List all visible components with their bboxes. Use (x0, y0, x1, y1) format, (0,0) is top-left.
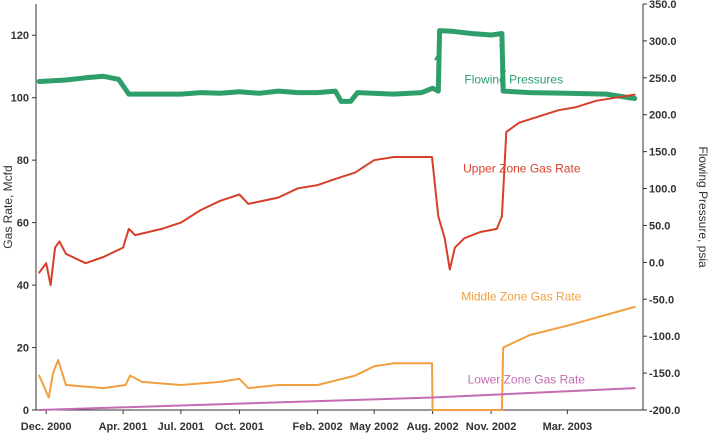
lower-zone-gas-rate-line (38, 387, 636, 411)
right-tick-label: 300.0 (649, 36, 677, 48)
x-tick-label: Apr. 2001 (99, 421, 148, 433)
middle-zone-gas-rate-label: Middle Zone Gas Rate (461, 290, 581, 304)
right-tick-label: 0.0 (649, 257, 664, 269)
flowing-pressures-line (36, 28, 638, 104)
pressure-marker (434, 54, 441, 61)
right-tick-label: 250.0 (649, 73, 677, 85)
left-tick-label: 0 (23, 405, 29, 417)
plot-frame (35, 4, 644, 411)
upper-zone-gas-rate-label: Upper Zone Gas Rate (463, 162, 581, 176)
x-tick-label: Dec. 2000 (21, 421, 72, 433)
left-tick-label: 100 (11, 93, 29, 105)
x-tick-label: May 2002 (350, 421, 399, 433)
left-tick-label: 60 (17, 218, 29, 230)
x-tick-label: Aug. 2002 (407, 421, 459, 433)
pressure-marker (498, 40, 505, 47)
x-tick-label: Oct. 2001 (215, 421, 264, 433)
right-tick-label: -50.0 (649, 294, 674, 306)
pressure-marker (500, 65, 507, 72)
lower-zone-gas-rate-label: Lower Zone Gas Rate (468, 372, 586, 386)
right-tick-label: 150.0 (649, 147, 677, 159)
right-axis-title: Flowing Pressure, psia (696, 146, 710, 268)
right-tick-label: 200.0 (649, 110, 677, 122)
left-tick-label: 120 (11, 30, 29, 42)
upper-zone-gas-rate-line (38, 93, 636, 287)
left-tick-label: 80 (17, 155, 29, 167)
flowing-pressures-label: Flowing Pressures (464, 73, 563, 87)
middle-zone-gas-rate-line (38, 305, 636, 411)
left-tick-label: 20 (17, 343, 29, 355)
series-label-group: Flowing Pressures Upper Zone Gas Rate Midd… (461, 73, 585, 387)
series-group (36, 28, 638, 411)
x-tick-label: Jul. 2001 (158, 421, 204, 433)
right-tick-label: 350.0 (649, 0, 677, 11)
x-tick-label: Mar. 2003 (543, 421, 593, 433)
x-tick-label: Nov. 2002 (466, 421, 517, 433)
right-tick-label: -100.0 (649, 331, 680, 343)
right-tick-label: 50.0 (649, 220, 670, 232)
right-tick-label: 100.0 (649, 184, 677, 196)
right-tick-group: -200.0 -150.0 -100.0 -50.0 0.0 50.0 100.0 150.0… (643, 0, 680, 417)
x-tick-label: Feb. 2002 (293, 421, 343, 433)
right-tick-label: -200.0 (649, 405, 680, 417)
left-axis-title: Gas Rate, Mcfd (1, 165, 15, 248)
x-tick-group: Dec. 2000 Apr. 2001 Jul. 2001 Oct. 2001 Feb.… (21, 410, 592, 433)
left-tick-label: 40 (17, 280, 29, 292)
left-tick-group: 0 20 40 60 80 100 120 (11, 30, 36, 417)
right-tick-label: -150.0 (649, 368, 680, 380)
